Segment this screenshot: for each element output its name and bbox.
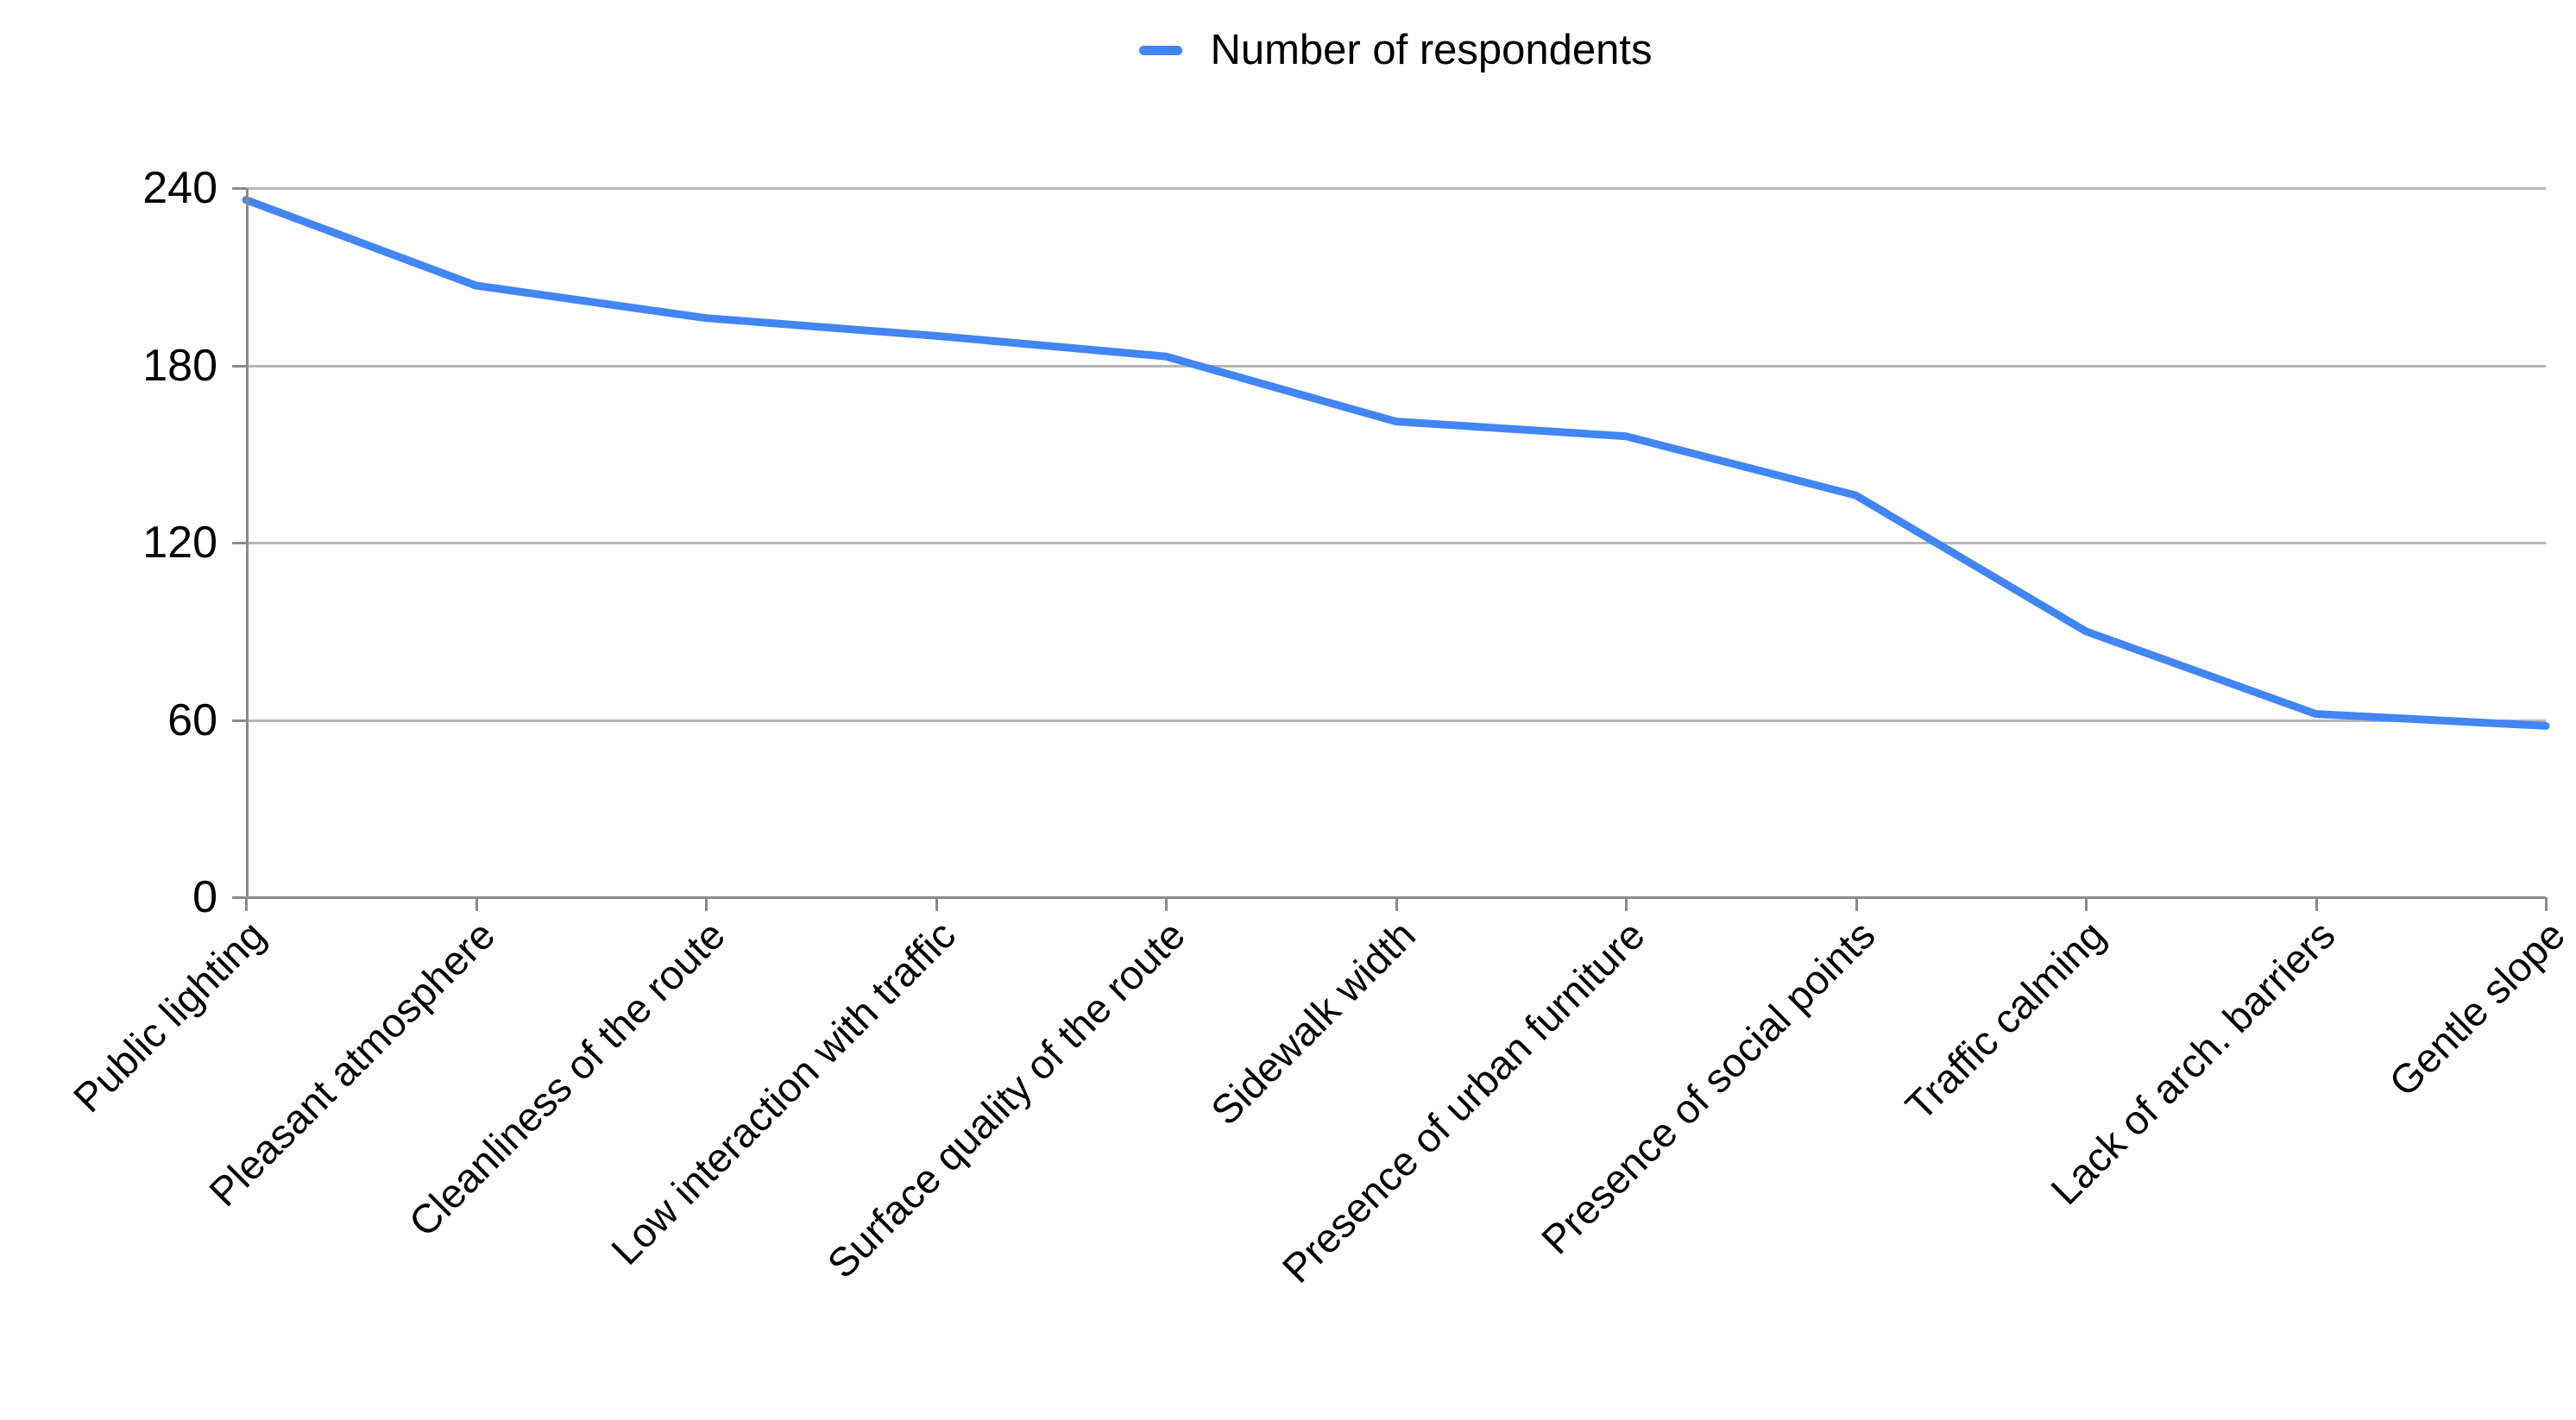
x-axis-tick	[935, 897, 938, 911]
y-axis-tick-label: 60	[167, 694, 217, 745]
y-axis-tick-label: 180	[142, 340, 217, 391]
x-axis-tick	[705, 897, 708, 911]
x-category-label: Public lighting	[64, 911, 274, 1122]
chart-legend: Number of respondents	[246, 16, 2546, 85]
x-axis-tick	[1625, 897, 1628, 911]
x-axis-tick	[245, 897, 248, 911]
x-axis-tick	[475, 897, 478, 911]
x-category-label: Sidewalk width	[1201, 911, 1424, 1134]
y-axis-tick	[232, 364, 246, 368]
plot-area	[242, 187, 2550, 899]
y-axis-tick-label: 120	[142, 518, 217, 568]
y-axis-tick	[232, 896, 246, 899]
y-axis-line	[246, 188, 249, 897]
y-axis-tick	[232, 719, 246, 722]
x-axis-tick	[2315, 897, 2318, 911]
y-axis-tick-label: 0	[192, 872, 217, 922]
x-axis-tick	[2085, 897, 2088, 911]
y-axis-tick-label: 240	[142, 163, 217, 213]
series-line-number-of-respondents	[242, 196, 2550, 730]
x-category-label: Traffic calming	[1896, 911, 2114, 1129]
y-axis-tick	[232, 542, 246, 544]
gridline-y-60	[246, 719, 2546, 722]
x-axis-tick	[1855, 897, 1858, 911]
legend-series-label: Number of respondents	[1210, 27, 1653, 73]
x-category-label: Presence of urban furniture	[1273, 911, 1654, 1291]
series-line-svg	[242, 196, 2550, 730]
x-axis-tick	[1395, 897, 1398, 911]
gridline-y-120	[246, 542, 2546, 544]
x-category-label: Gentle slope	[2380, 911, 2574, 1105]
legend-line-swatch	[1139, 45, 1183, 55]
x-axis-tick	[2545, 897, 2548, 911]
x-axis-tick	[1165, 897, 1168, 911]
y-axis-tick	[232, 187, 246, 190]
gridline-y-180	[246, 364, 2546, 368]
gridline-y-240	[246, 187, 2546, 190]
